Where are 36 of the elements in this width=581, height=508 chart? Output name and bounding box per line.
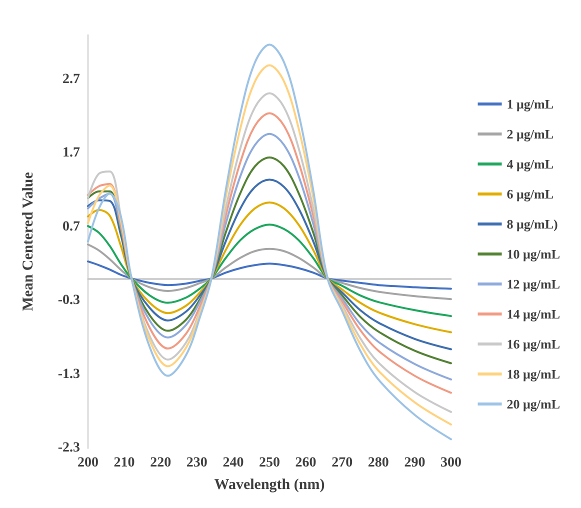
y-tick-label: 2.7 [62, 72, 80, 87]
x-tick-label: 280 [368, 456, 389, 471]
x-tick-label: 200 [78, 456, 98, 471]
y-tick-label: -2.3 [58, 440, 80, 456]
legend-label: 1 μg/mL [506, 96, 554, 112]
legend-label: 12 μg/mL [506, 276, 560, 292]
line-series [87, 178, 452, 350]
legend-label: 16 μg/mL [506, 336, 560, 352]
line-series [87, 156, 452, 364]
x-tick-label: 250 [259, 456, 280, 471]
line-series [87, 260, 452, 290]
x-tick-label: 260 [295, 456, 316, 471]
legend-label: 18 μg/mL [506, 366, 560, 382]
y-tick-label: -0.3 [58, 293, 80, 308]
legend-label: 4 μg/mL [506, 156, 554, 172]
x-axis-title: Wavelength (nm) [214, 477, 325, 493]
y-tick-label: 0.7 [62, 219, 80, 234]
x-tick-label: 290 [404, 456, 426, 471]
x-tick-label: 210 [114, 456, 135, 471]
legend-label: 14 μg/mL [506, 306, 560, 322]
legend-label: 10 μg/mL [506, 246, 560, 262]
line-series [87, 224, 452, 318]
y-axis-title: Mean Centered Value [20, 172, 36, 311]
legend-label: 2 μg/mL [506, 126, 554, 142]
x-tick-label: 300 [440, 456, 462, 471]
line-series [87, 201, 452, 334]
y-tick-label: 1.7 [62, 146, 80, 161]
line-series [87, 244, 452, 300]
legend-label: 20 μg/mL [506, 396, 560, 412]
x-tick-label: 270 [332, 456, 353, 471]
x-tick-label: 230 [186, 456, 208, 471]
x-tick-label: 240 [222, 456, 244, 471]
y-tick-label: -1.3 [58, 366, 80, 382]
x-tick-label: 220 [150, 456, 172, 471]
legend-label: 8 μg/mL) [506, 216, 558, 232]
legend-label: 6 μg/mL [506, 186, 554, 202]
